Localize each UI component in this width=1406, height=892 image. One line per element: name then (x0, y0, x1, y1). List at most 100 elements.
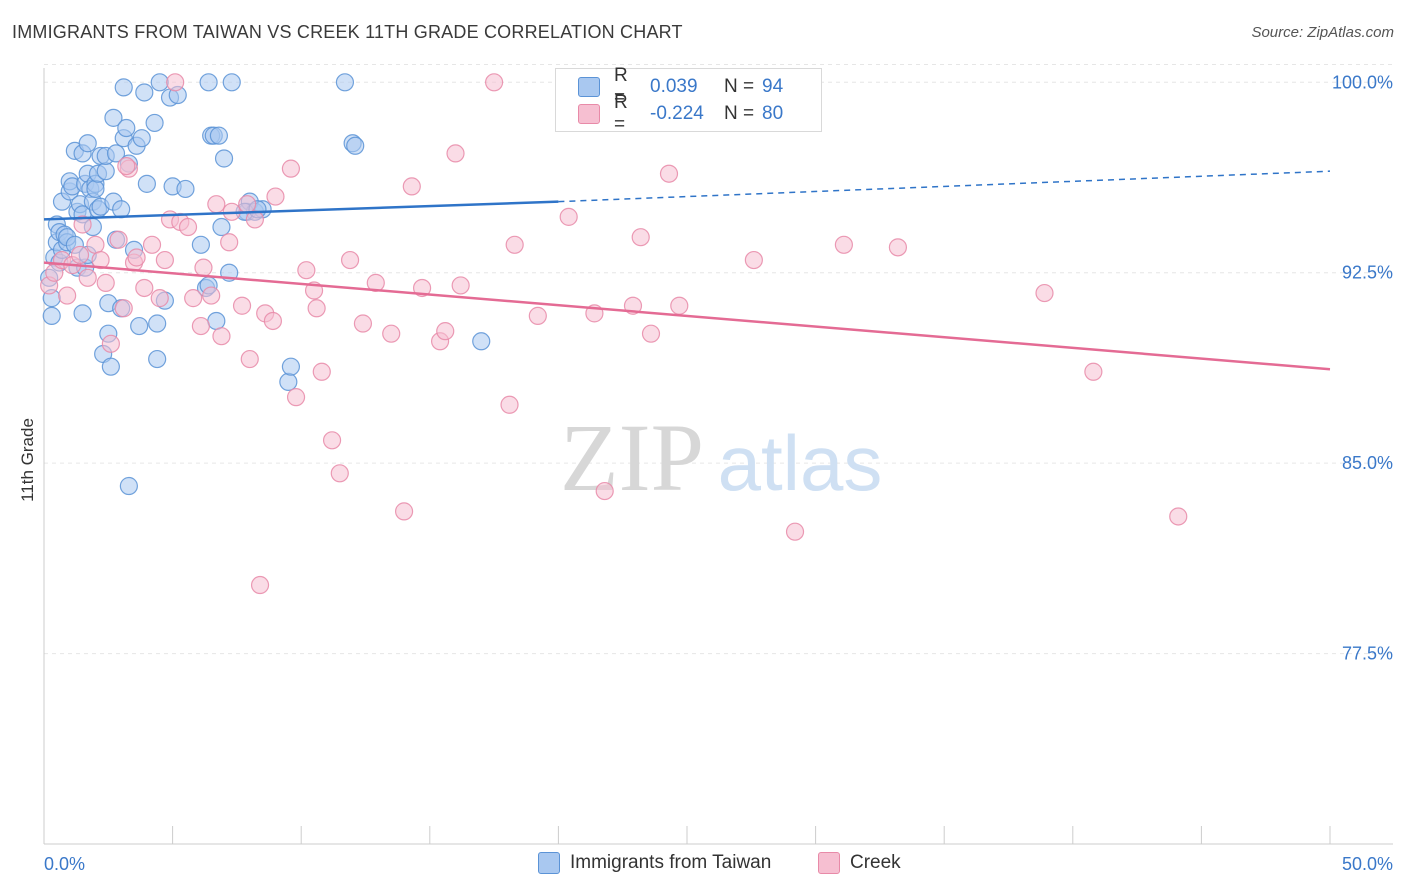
creek-point (281, 159, 301, 178)
blue-swatch (538, 852, 560, 874)
creek-point (91, 250, 110, 270)
creek-point (96, 273, 115, 292)
creek-point (340, 250, 360, 270)
creek-point (127, 248, 146, 267)
creek-point (86, 235, 105, 254)
taiwan-point (214, 149, 234, 168)
creek-point (178, 217, 198, 237)
creek-point (500, 395, 519, 414)
creek-point (366, 273, 385, 292)
creek-point (114, 299, 133, 318)
creek-point (184, 289, 203, 308)
creek-point (659, 164, 679, 183)
taiwan-point (132, 129, 151, 148)
creek-point (446, 144, 465, 163)
taiwan-point (199, 73, 218, 92)
taiwan-point (42, 306, 61, 325)
creek-point (744, 250, 763, 270)
creek-point (207, 195, 226, 214)
taiwan-point (212, 217, 231, 237)
creek-point (631, 228, 650, 247)
creek-point (528, 306, 547, 325)
creek-point (505, 235, 524, 254)
creek-point (70, 245, 90, 265)
taiwan-point (114, 78, 133, 97)
taiwan-point (119, 476, 138, 496)
taiwan-trendline-extension (558, 170, 1331, 203)
legend-label: Immigrants from Taiwan (570, 852, 772, 873)
taiwan-point (78, 134, 97, 153)
r-label: R = (614, 92, 628, 135)
legend-item-taiwan[interactable]: Immigrants from Taiwan (538, 852, 771, 874)
creek-point (834, 235, 853, 254)
creek-point (485, 73, 504, 92)
taiwan-point (106, 144, 126, 163)
blue-swatch (578, 77, 600, 97)
creek-point (436, 322, 455, 341)
legend-item-creek[interactable]: Creek (818, 852, 901, 874)
stats-row-pink: R = -0.224 N = 80 (578, 92, 783, 135)
taiwan-point (73, 304, 92, 323)
creek-point (240, 349, 259, 369)
taiwan-point (191, 235, 210, 254)
x-tick-label: 0.0% (44, 854, 85, 874)
taiwan-point (176, 179, 195, 199)
n-label: N = (724, 76, 755, 97)
creek-point (382, 324, 401, 343)
taiwan-point (135, 83, 154, 102)
creek-point (166, 73, 185, 92)
taiwan-trendline (43, 200, 559, 221)
y-tick-label: 92.5% (1342, 263, 1393, 283)
taiwan-point (281, 357, 301, 376)
creek-point (109, 230, 128, 249)
taiwan-point (207, 311, 226, 331)
creek-point (220, 233, 239, 252)
y-tick-label: 85.0% (1342, 453, 1393, 473)
stats-box: R = 0.039 N = 94 R = -0.224 N = 80 (555, 65, 822, 135)
creek-point (559, 207, 578, 226)
taiwan-point (130, 316, 149, 336)
creek-point (394, 502, 414, 521)
creek-point (312, 362, 331, 381)
creek-point (330, 464, 349, 483)
creek-point (1084, 362, 1103, 381)
taiwan-point (335, 73, 355, 92)
taiwan-point (145, 113, 164, 133)
creek-point (194, 258, 213, 277)
taiwan-point (209, 126, 228, 145)
taiwan-point (137, 174, 156, 193)
creek-point (307, 299, 326, 318)
n-value: 94 (762, 76, 784, 97)
creek-point (155, 250, 174, 270)
creek-point (101, 334, 120, 353)
n-label: N = (724, 103, 755, 124)
creek-point (150, 289, 169, 308)
r-label: R = (614, 65, 628, 108)
creek-point (297, 261, 316, 280)
creek-point (202, 286, 221, 305)
creek-point (353, 314, 373, 333)
creek-point (250, 575, 270, 595)
taiwan-point (150, 73, 169, 92)
creek-point (263, 311, 283, 331)
stats-row-blue: R = 0.039 N = 94 (578, 65, 784, 108)
creek-point (117, 156, 136, 176)
taiwan-point (112, 200, 131, 219)
taiwan-point (104, 108, 123, 127)
creek-point (785, 522, 805, 541)
y-tick-label: 77.5% (1342, 644, 1393, 664)
y-tick-label: 100.0% (1332, 72, 1393, 92)
x-tick-label: 50.0% (1342, 854, 1393, 874)
pink-swatch (578, 104, 600, 124)
creek-point (191, 316, 210, 336)
r-value: 0.039 (650, 76, 698, 97)
taiwan-point (222, 73, 241, 92)
taiwan-point (148, 314, 167, 333)
source-label: Source: ZipAtlas.com (1251, 24, 1394, 41)
creek-point (135, 278, 154, 298)
creek-point (73, 215, 92, 234)
creek-point (451, 276, 470, 295)
taiwan-point (86, 179, 105, 199)
creek-point (402, 177, 421, 196)
